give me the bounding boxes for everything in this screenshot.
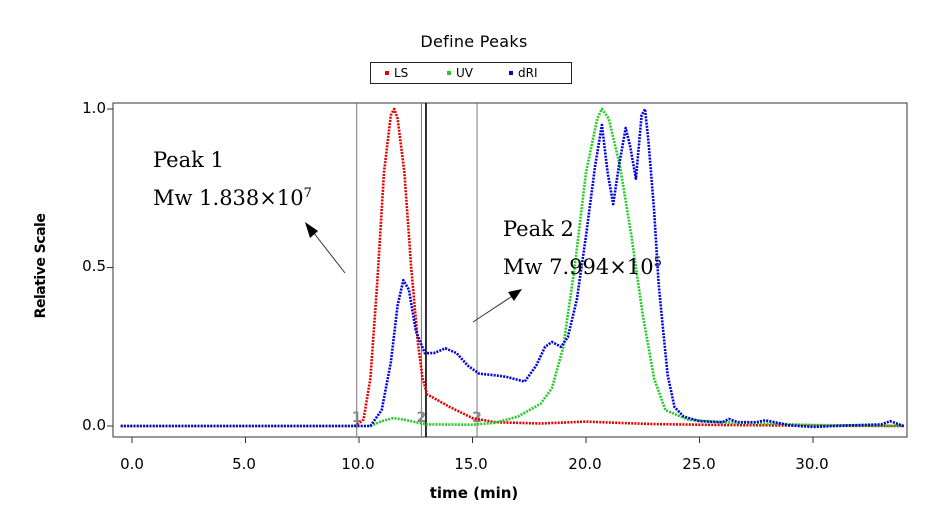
series-line-uv	[120, 107, 904, 428]
peak2-mw-base: Mw 7.994×10	[503, 255, 654, 279]
peak2-mw: Mw 7.994×105	[503, 255, 662, 279]
y-axis-label: Relative Scale	[33, 213, 49, 319]
plot-area	[112, 102, 908, 438]
peak1-arrow-line	[309, 227, 346, 274]
x-tick-label: 10.0	[341, 455, 375, 473]
x-tick-label: 20.0	[568, 455, 602, 473]
x-tick-label: 0.0	[120, 455, 144, 473]
x-tick-label: 25.0	[682, 455, 716, 473]
y-tick-label: 1.0	[82, 99, 106, 117]
legend-label-uv: UV	[456, 66, 473, 80]
axis-ticks	[107, 108, 814, 443]
peak1-label: Peak 1	[153, 148, 224, 172]
peak2-label: Peak 2	[503, 217, 574, 241]
peak2-mw-exp: 5	[653, 255, 662, 270]
legend: LS UV dRI	[370, 62, 572, 84]
peak-boundary-label: 2	[417, 410, 427, 426]
legend-item-uv: UV	[447, 66, 473, 80]
legend-item-ls: LS	[385, 66, 408, 80]
peak-markers: 1 2 2	[352, 103, 482, 437]
peak2-arrow-head	[508, 289, 522, 301]
x-tick-label: 30.0	[795, 455, 829, 473]
peak1-arrow-head	[305, 222, 318, 238]
ls-swatch-icon	[385, 71, 389, 75]
peak1-mw-exp: 7	[303, 186, 312, 201]
y-tick-label: 0.5	[82, 257, 106, 275]
dri-swatch-icon	[509, 71, 513, 75]
peak-boundary-label: 1	[352, 410, 362, 426]
peak1-mw: Mw 1.838×107	[153, 186, 312, 210]
x-axis-label: time (min)	[429, 484, 519, 502]
chart-title: Define Peaks	[420, 32, 528, 51]
series-line-ls	[120, 107, 904, 428]
legend-label-ls: LS	[394, 66, 409, 80]
x-tick-label: 15.0	[454, 455, 488, 473]
x-tick-label: 5.0	[232, 455, 256, 473]
peak-boundary-label: 2	[472, 410, 482, 426]
series-line-dri	[120, 107, 905, 429]
uv-swatch-icon	[447, 71, 451, 75]
peak1-mw-base: Mw 1.838×10	[153, 186, 304, 210]
series-group	[120, 107, 905, 429]
peak2-arrow-line	[472, 292, 518, 323]
y-tick-label: 0.0	[82, 416, 106, 434]
legend-label-dri: dRI	[518, 66, 538, 80]
legend-item-dri: dRI	[509, 66, 538, 80]
